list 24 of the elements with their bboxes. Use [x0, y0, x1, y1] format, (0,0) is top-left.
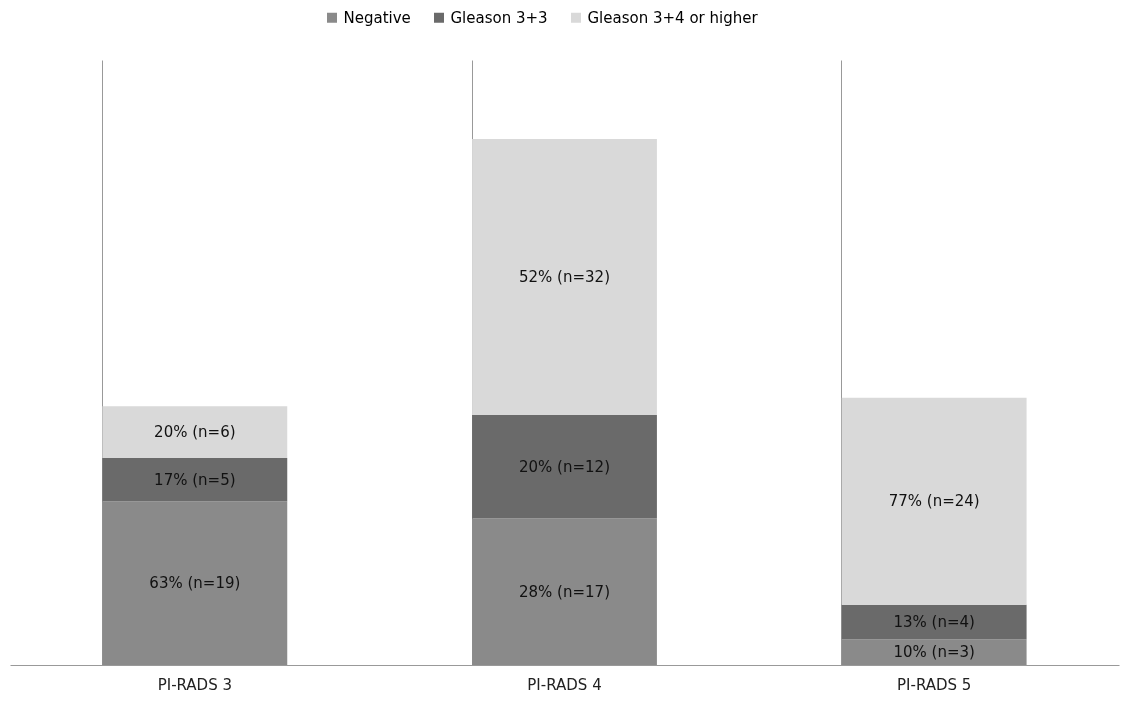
legend-label: Negative [343, 8, 411, 27]
bar [472, 518, 657, 665]
data-label: 20% (n=12) [519, 457, 610, 476]
bar [472, 138, 657, 415]
data-label: 77% (n=24) [888, 492, 980, 511]
bar [102, 458, 288, 502]
bar [102, 501, 288, 665]
data-label: 28% (n=17) [519, 582, 610, 601]
bar [472, 414, 657, 519]
data-label: 17% (n=5) [154, 470, 236, 489]
data-label: 20% (n=6) [154, 423, 236, 442]
bar [841, 397, 1027, 605]
legend-label: Gleason 3+3 [450, 8, 548, 27]
legend-label: Gleason 3+4 or higher [587, 8, 759, 27]
x-tick-label: PI-RADS 4 [527, 675, 602, 694]
data-label: 10% (n=3) [893, 643, 975, 662]
data-label: 13% (n=4) [893, 612, 975, 631]
bar [841, 639, 1027, 665]
data-label: 63% (n=19) [149, 574, 241, 593]
x-tick-label: PI-RADS 5 [896, 675, 972, 694]
data-label: 52% (n=32) [519, 267, 610, 286]
bar [102, 406, 288, 459]
x-tick-label: PI-RADS 3 [157, 675, 233, 694]
bar [841, 604, 1027, 640]
